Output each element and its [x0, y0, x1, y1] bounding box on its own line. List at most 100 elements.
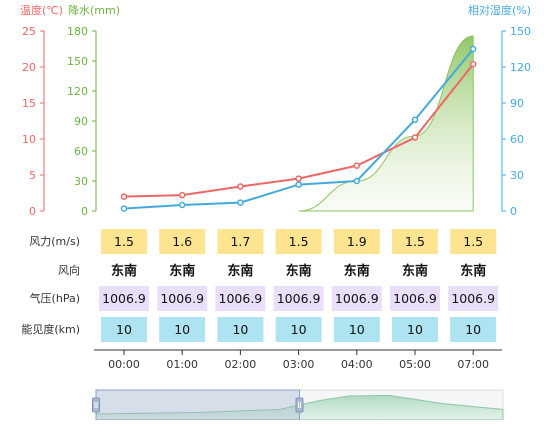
- temperature-point: [411, 134, 419, 141]
- tick-label: 25: [22, 25, 36, 38]
- table-cell: [333, 317, 380, 342]
- table-cell-value: 10: [116, 322, 132, 337]
- time-label: 03:00: [283, 358, 315, 371]
- table-cell: [390, 286, 440, 311]
- table-cell-value: 东南: [169, 263, 195, 279]
- table-cell: [450, 317, 497, 342]
- table-cell: [215, 286, 266, 311]
- tick-label: 20: [22, 61, 36, 74]
- table-cell-value: 东南: [460, 263, 486, 279]
- table-cell: [159, 317, 206, 342]
- table-cell: [217, 229, 264, 254]
- temperature-axis-title: 温度(℃): [20, 3, 63, 17]
- zoom-slider[interactable]: [92, 389, 504, 421]
- table-cell: [217, 317, 264, 342]
- tick-label: 0: [510, 205, 517, 218]
- tick-label: 60: [74, 145, 88, 158]
- tick-label: 90: [74, 115, 88, 128]
- tick-label: 150: [510, 25, 531, 38]
- humidity-axis-title: 相对湿度(%): [468, 3, 531, 17]
- table-cell-value: 1006.9: [160, 291, 204, 306]
- tick-label: 15: [22, 97, 36, 110]
- table-cell-value: 10: [232, 322, 248, 337]
- zoom-handle-left[interactable]: [92, 397, 100, 413]
- tick-label: 120: [67, 85, 88, 98]
- temperature-points: [120, 60, 477, 200]
- table-cell: [157, 286, 208, 311]
- time-label: 02:00: [225, 358, 257, 371]
- precipitation-area: [298, 35, 474, 212]
- table-cell: [275, 229, 322, 254]
- tick-label: 90: [510, 97, 524, 110]
- humidity-point: [411, 116, 419, 124]
- table-cell: [448, 286, 499, 311]
- temperature-point: [295, 175, 302, 182]
- table-cell-value: 1.5: [405, 234, 425, 249]
- table-cell-value: 东南: [344, 263, 370, 279]
- temperature-point: [120, 193, 128, 200]
- table-cell: [275, 317, 322, 342]
- table-cell-value: 东南: [286, 263, 312, 279]
- tick-label: 30: [510, 169, 524, 182]
- time-axis: 00:00 01:00 02:00 03:00 04:00 05:00 07:00: [108, 350, 489, 371]
- humidity-point: [353, 177, 361, 185]
- table-cell-value: 1.7: [230, 234, 250, 249]
- table-cell: [101, 317, 147, 342]
- table-cell-value: 10: [407, 322, 423, 337]
- humidity-points: [120, 45, 477, 212]
- humidity-point: [237, 199, 244, 206]
- humidity-point: [295, 181, 302, 188]
- table-cell-value: 10: [349, 322, 365, 337]
- tick-label: 30: [74, 175, 88, 188]
- table-cell-value: 1006.9: [451, 291, 495, 306]
- table-cell-value: 东南: [227, 263, 253, 279]
- table-cell: [273, 286, 324, 311]
- weather-table: 风力(m/s) 1.5 1.6 1.7 1.5 1.9 1.5 1.5 风向 东南 东南 东南 东南 东南…: [21, 229, 499, 342]
- tick-label: 60: [510, 133, 524, 146]
- humidity-point: [178, 201, 186, 209]
- precipitation-axis-title: 降水(mm): [68, 3, 120, 17]
- table-cell-value: 10: [174, 322, 190, 337]
- temperature-axis-ticks: 0 5 10 15 20 25: [22, 25, 44, 218]
- zoom-handle-right[interactable]: [295, 397, 304, 413]
- table-cell-value: 1.6: [172, 234, 192, 249]
- table-cell-value: 1006.9: [335, 291, 379, 306]
- tick-label: 150: [67, 55, 88, 68]
- time-label: 04:00: [341, 358, 373, 371]
- temperature-point: [178, 191, 186, 199]
- table-cell-value: 1006.9: [393, 291, 437, 306]
- table-cell-value: 东南: [111, 263, 137, 279]
- time-label: 05:00: [399, 358, 431, 371]
- table-cell-value: 1.5: [463, 234, 483, 249]
- table-row-label: 风力(m/s): [29, 235, 80, 248]
- table-cell-value: 东南: [402, 263, 428, 279]
- tick-label: 0: [81, 205, 88, 218]
- table-cell-value: 1006.9: [219, 291, 263, 306]
- table-row-label: 风向: [58, 263, 80, 277]
- table-cell-value: 10: [291, 322, 307, 337]
- table-cell: [101, 229, 147, 254]
- time-label: 01:00: [166, 358, 198, 371]
- time-label: 00:00: [108, 358, 140, 371]
- table-cell-value: 10: [465, 322, 481, 337]
- table-cell-value: 1.5: [289, 234, 309, 249]
- table-cell-value: 1.5: [114, 234, 134, 249]
- table-cell-value: 1006.9: [102, 291, 146, 306]
- tick-label: 180: [67, 25, 88, 38]
- table-cell: [331, 286, 382, 311]
- temperature-point: [353, 162, 361, 169]
- table-row-label: 能见度(km): [21, 322, 80, 336]
- time-label: 07:00: [457, 358, 489, 371]
- tick-label: 0: [29, 205, 36, 218]
- table-cell: [99, 286, 149, 311]
- table-cell: [392, 317, 438, 342]
- zoom-window[interactable]: [95, 389, 300, 421]
- humidity-point: [120, 205, 128, 212]
- table-cell-value: 1.9: [347, 234, 367, 249]
- table-row-label: 气压(hPa): [30, 291, 80, 305]
- precipitation-axis-ticks: 0 30 60 90 120 150 180: [67, 25, 96, 218]
- temperature-point: [237, 183, 244, 190]
- table-cell: [450, 229, 497, 254]
